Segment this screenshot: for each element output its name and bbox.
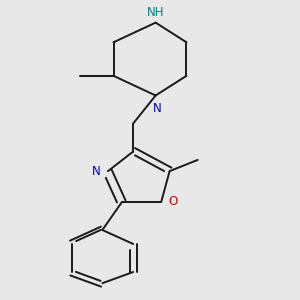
Text: O: O [168, 196, 178, 208]
Text: N: N [92, 165, 101, 178]
Text: NH: NH [147, 6, 164, 19]
Text: N: N [153, 103, 161, 116]
